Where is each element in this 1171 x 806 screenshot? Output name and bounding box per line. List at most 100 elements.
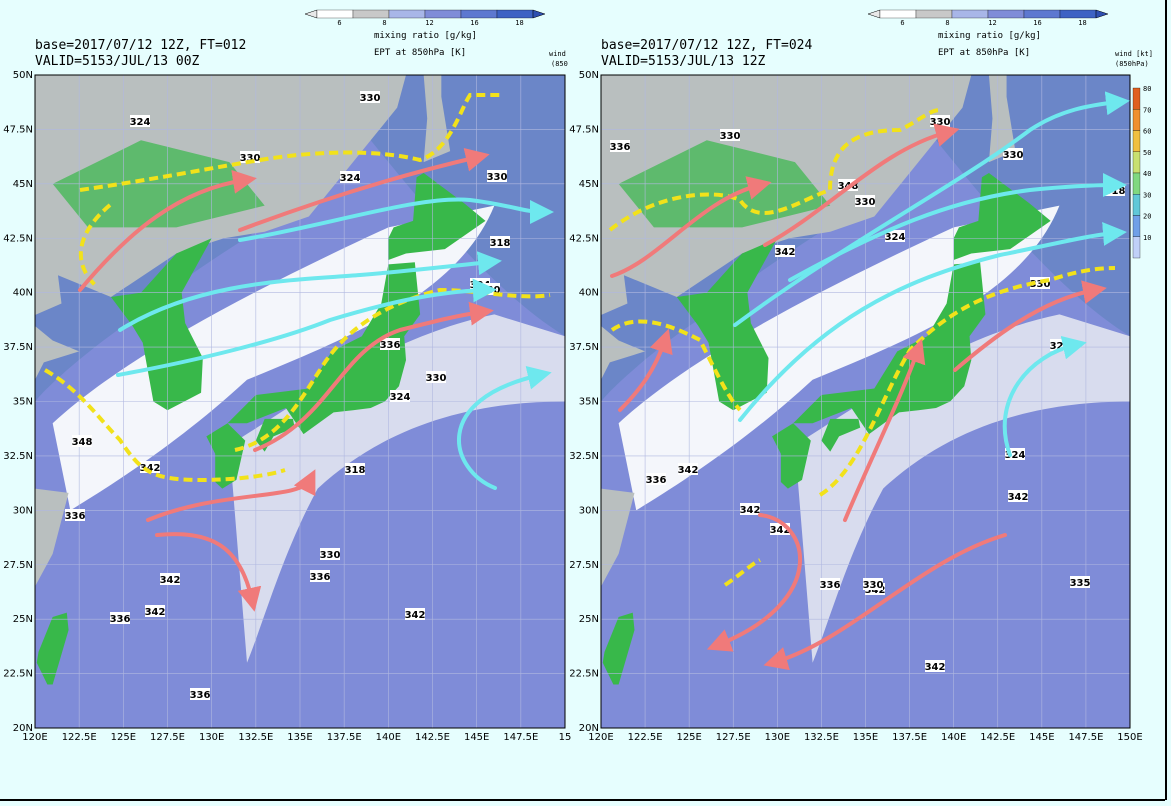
wind-swatch [1132, 151, 1141, 174]
lon-label: 150E [1117, 732, 1142, 743]
wind-swatch [1132, 109, 1141, 131]
contour-label-box [1003, 148, 1023, 160]
lat-label: 47.5N [3, 124, 33, 135]
contour-label-box [340, 171, 360, 183]
wind-tick: 40 [1143, 170, 1151, 178]
contour-label-box [145, 605, 165, 617]
colorbar-tick: 16 [1033, 19, 1041, 27]
contour-label: 336 [380, 340, 401, 351]
lat-label: 42.5N [3, 233, 33, 244]
lat-label: 25N [13, 614, 33, 625]
field-label: EPT at 850hPa [K] [938, 48, 1030, 58]
contour-label: 330 [1003, 150, 1024, 161]
contour-label-box [855, 195, 875, 207]
lat-label: 20N [13, 723, 33, 734]
flow-arrows [78, 91, 1130, 671]
lon-label: 140E [941, 732, 966, 743]
wind-swatch [1132, 87, 1141, 110]
contour-label-box [863, 578, 883, 590]
colorbar-swatch [496, 9, 534, 19]
lon-label: 120E [22, 732, 47, 743]
colorbar-swatch [879, 9, 917, 19]
contour-label-box [310, 570, 330, 582]
contour-label-box [240, 151, 260, 163]
lon-label: 140E [376, 732, 401, 743]
lon-label: 145E [1029, 732, 1054, 743]
lon-label: 15 [559, 732, 572, 743]
lat-label: 25N [579, 614, 599, 625]
contour-label: 336 [65, 511, 86, 522]
lat-label: 30N [13, 505, 33, 516]
contour-label: 342 [678, 465, 699, 476]
lat-label: 27.5N [3, 560, 33, 571]
lat-label: 45N [13, 179, 33, 190]
contour-label-box [380, 338, 400, 350]
colorbar-swatch [915, 9, 953, 19]
contour-label-box [490, 236, 510, 248]
contour-label-box [820, 578, 840, 590]
lat-label: 22.5N [569, 669, 599, 680]
contour-label-box [390, 390, 410, 402]
left-panel: base=2017/07/12 12Z, FT=012 VALID=5153/J… [3, 9, 572, 743]
contour-label: 336 [646, 475, 667, 486]
lon-label: 127.5E [716, 732, 751, 743]
colorbar-end [1095, 9, 1109, 19]
wind-tick: 70 [1143, 106, 1151, 114]
lat-label: 40N [579, 288, 599, 299]
map-frame [34, 74, 566, 729]
contour-label: 330 [1030, 279, 1051, 290]
colorbar-end [304, 9, 318, 19]
contour-label: 336 [110, 614, 131, 625]
colorbar-swatch [424, 9, 462, 19]
wind-swatch [1132, 236, 1141, 259]
lon-label: 130E [199, 732, 224, 743]
lat-label: 40N [13, 288, 33, 299]
colorbar-tick: 12 [988, 19, 996, 27]
lon-label: 147.5E [503, 732, 538, 743]
contour-label: 342 [405, 610, 426, 621]
wind-swatch [1132, 130, 1141, 152]
contour-label: 324 [390, 392, 411, 403]
contour-label-box [740, 503, 760, 515]
lon-label: 135E [853, 732, 878, 743]
contour-label-box [160, 573, 180, 585]
lat-label: 37.5N [3, 342, 33, 353]
contour-label-box [130, 115, 150, 127]
contour-label: 318 [490, 238, 511, 249]
lon-label: 142.5E [415, 732, 450, 743]
lon-label: 142.5E [980, 732, 1015, 743]
contour-label: 335 [1070, 578, 1091, 589]
contour-label: 330 [720, 131, 741, 142]
contour-label-box [110, 612, 130, 624]
contour-label: 330 [930, 117, 951, 128]
lon-label: 145E [464, 732, 489, 743]
colorbar-tick: 18 [1078, 19, 1086, 27]
lat-label: 22.5N [3, 669, 33, 680]
lat-label: 30N [579, 505, 599, 516]
contour-label-box [487, 170, 507, 182]
lat-label: 35N [579, 397, 599, 408]
contour-label-box [1070, 576, 1090, 588]
map-frame [600, 74, 1131, 729]
contour-label-box [885, 230, 905, 242]
colorbar-tick: 6 [337, 19, 341, 27]
lon-label: 137.5E [327, 732, 362, 743]
contour-label: 330 [487, 172, 508, 183]
colorbar-tick: 12 [425, 19, 433, 27]
contour-label-box [925, 660, 945, 672]
contour-label-box [360, 91, 380, 103]
colorbar-title: mixing ratio [g/kg] [374, 31, 477, 41]
wind-tick: 20 [1143, 213, 1151, 221]
colorbar-tick: 16 [470, 19, 478, 27]
colorbar-swatch [1023, 9, 1061, 19]
colorbar-swatch [460, 9, 498, 19]
contour-label: 318 [1105, 186, 1126, 197]
colorbar-swatch [951, 9, 989, 19]
lat-label: 45N [579, 179, 599, 190]
wind-tick: 30 [1143, 191, 1151, 199]
lat-label: 50N [579, 70, 599, 81]
field-label: EPT at 850hPa [K] [374, 48, 466, 58]
lat-label: 37.5N [569, 342, 599, 353]
lat-label: 32.5N [3, 451, 33, 462]
